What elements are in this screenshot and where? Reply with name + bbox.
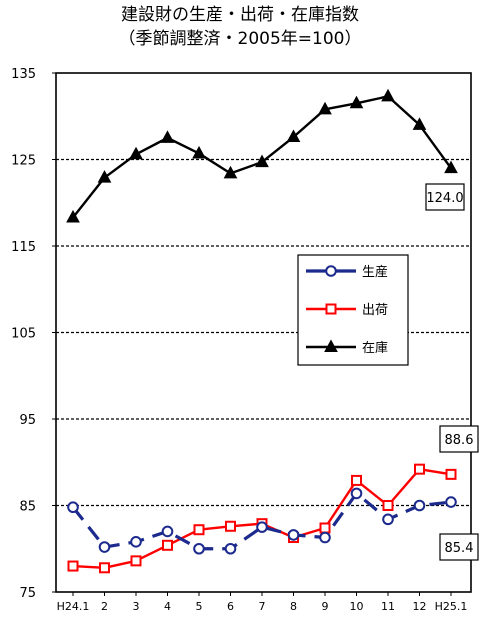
x-tick-label: 8 xyxy=(290,600,297,613)
data-point xyxy=(382,513,394,526)
data-point xyxy=(351,474,362,486)
x-tick-label: H24.1 xyxy=(57,600,90,613)
data-point xyxy=(99,562,110,574)
chart-subtitle: （季節調整済・2005年=100） xyxy=(118,29,362,49)
data-point xyxy=(318,101,332,115)
data-point xyxy=(381,88,395,102)
legend-label: 生産 xyxy=(362,264,388,280)
x-tick-label: 3 xyxy=(133,600,140,613)
legend-label: 出荷 xyxy=(362,303,388,318)
data-point xyxy=(130,536,142,548)
data-point xyxy=(319,531,331,544)
data-point xyxy=(67,560,79,572)
data-point xyxy=(160,130,175,143)
y-tick-label: 75 xyxy=(19,586,36,601)
data-point xyxy=(444,160,458,174)
data-point xyxy=(224,542,237,555)
y-tick-label: 135 xyxy=(11,67,36,82)
data-point xyxy=(287,529,300,541)
value-label: 85.4 xyxy=(445,541,474,556)
x-tick-label: 12 xyxy=(413,600,427,613)
data-point xyxy=(223,165,238,179)
data-point xyxy=(350,487,363,500)
data-point xyxy=(255,154,269,168)
data-point xyxy=(445,468,457,480)
data-point xyxy=(66,209,80,223)
data-point xyxy=(193,542,205,555)
data-point xyxy=(225,520,236,532)
value-label-box xyxy=(425,183,465,211)
series-生産 xyxy=(67,487,457,555)
data-point xyxy=(382,500,394,511)
x-tick-label: 10 xyxy=(350,600,364,613)
x-tick-label: 7 xyxy=(259,600,266,613)
x-tick-label: 11 xyxy=(381,600,395,613)
y-tick-label: 105 xyxy=(11,327,36,342)
legend-marker xyxy=(325,265,337,277)
data-point xyxy=(414,463,425,475)
data-point xyxy=(67,501,79,514)
chart-title: 建設財の生産・出荷・在庫指数 xyxy=(121,5,359,25)
data-point xyxy=(161,525,174,538)
y-tick-label: 115 xyxy=(11,240,36,255)
y-tick-label: 125 xyxy=(11,154,36,169)
data-point xyxy=(413,499,426,512)
data-point xyxy=(129,146,143,160)
data-point xyxy=(256,521,268,533)
data-point xyxy=(98,541,111,553)
data-point xyxy=(319,522,331,534)
data-point xyxy=(193,524,205,536)
data-point xyxy=(349,95,364,109)
legend-label: 在庫 xyxy=(362,341,388,356)
data-point xyxy=(286,129,301,143)
x-tick-label: 6 xyxy=(227,600,234,613)
x-tick-label: 9 xyxy=(322,600,329,613)
y-tick-label: 95 xyxy=(19,413,36,428)
data-point xyxy=(192,145,206,159)
series-在庫 xyxy=(66,88,458,223)
value-label-box xyxy=(439,425,479,453)
x-tick-label: H25.1 xyxy=(435,600,468,613)
data-point xyxy=(97,170,112,183)
value-label: 124.0 xyxy=(426,191,463,206)
data-point xyxy=(412,117,427,130)
legend-marker xyxy=(325,303,337,315)
legend-marker xyxy=(324,339,338,352)
data-point xyxy=(445,496,457,508)
data-point xyxy=(130,555,142,567)
value-label-box xyxy=(439,533,479,561)
data-point xyxy=(162,539,173,551)
value-label: 88.6 xyxy=(445,433,474,448)
x-tick-label: 5 xyxy=(196,600,203,613)
x-tick-label: 4 xyxy=(164,600,171,613)
x-tick-label: 2 xyxy=(101,600,108,613)
y-tick-label: 85 xyxy=(19,500,36,515)
